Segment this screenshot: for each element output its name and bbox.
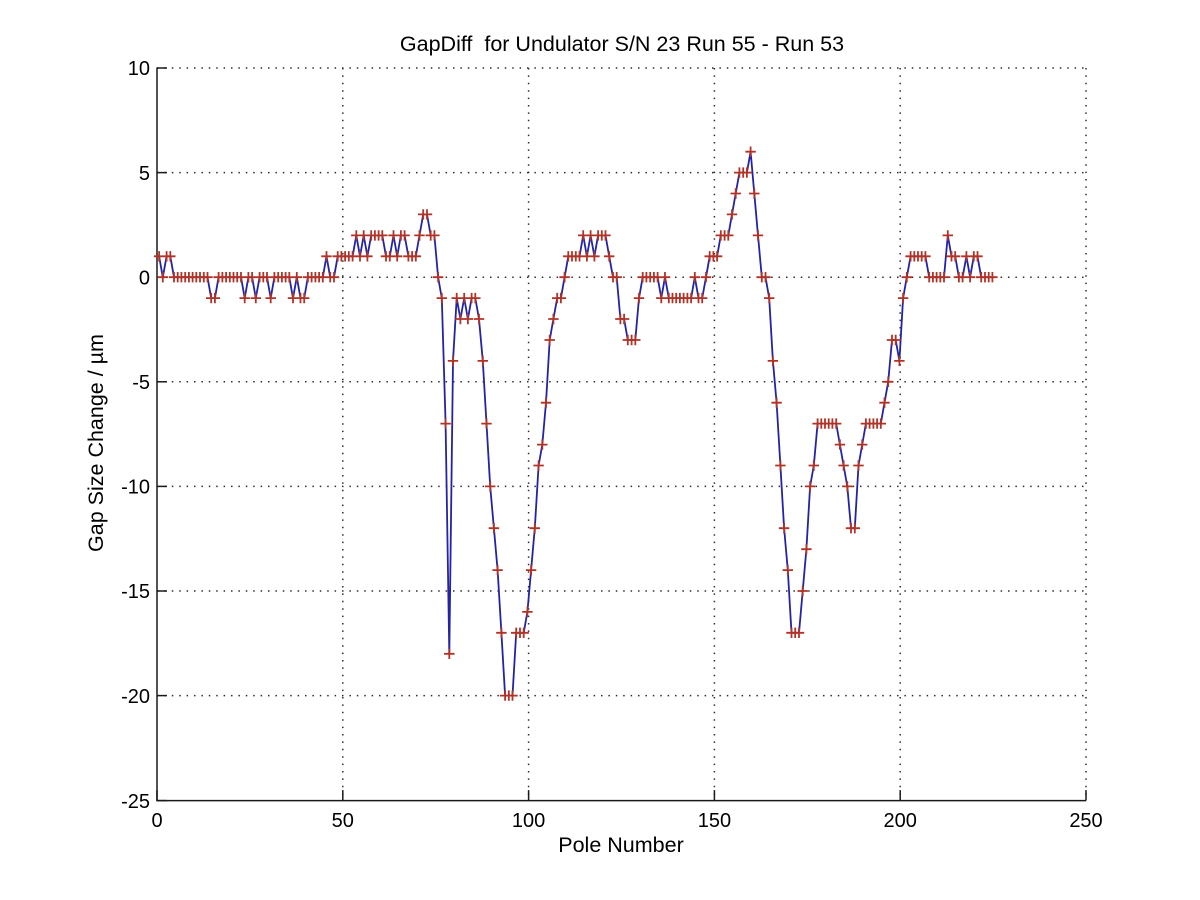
svg-text:Pole Number: Pole Number [558, 833, 683, 857]
svg-text:10: 10 [128, 58, 150, 80]
svg-text:-25: -25 [121, 791, 150, 813]
svg-text:Gap Size Change / µm: Gap Size Change / µm [84, 334, 108, 552]
svg-text:250: 250 [1069, 810, 1102, 832]
svg-text:50: 50 [332, 810, 354, 832]
svg-text:GapDiff for Undulator S/N 23: GapDiff for Undulator S/N 23 Run 55 - Ru… [400, 32, 844, 56]
svg-text:-15: -15 [121, 581, 150, 603]
svg-text:-5: -5 [132, 372, 150, 394]
svg-text:-10: -10 [121, 477, 150, 499]
svg-text:100: 100 [512, 810, 545, 832]
svg-text:5: 5 [139, 163, 150, 185]
svg-text:0: 0 [151, 810, 162, 832]
svg-text:150: 150 [698, 810, 731, 832]
svg-text:0: 0 [139, 267, 150, 289]
svg-text:200: 200 [884, 810, 917, 832]
svg-text:-20: -20 [121, 686, 150, 708]
